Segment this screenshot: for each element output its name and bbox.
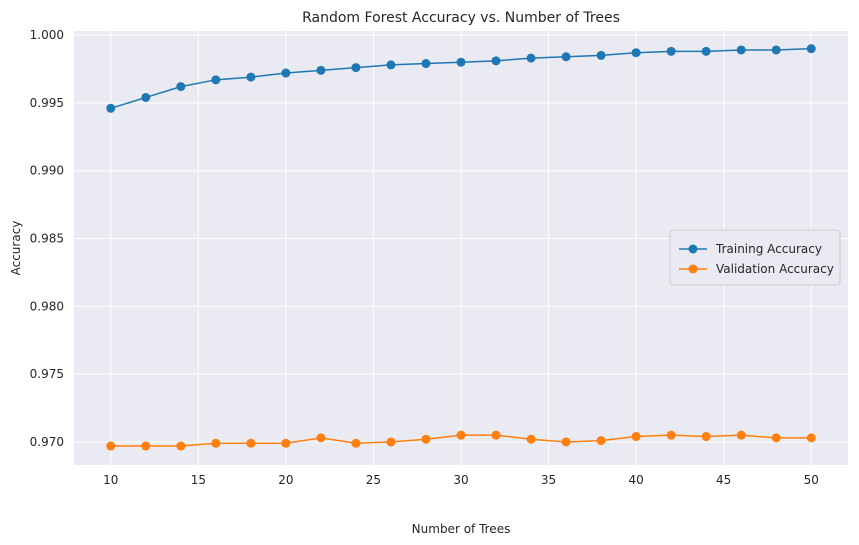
data-point	[316, 65, 326, 75]
data-point	[631, 432, 641, 442]
x-tick-label: 15	[191, 473, 206, 487]
data-point	[561, 437, 571, 447]
chart-title: Random Forest Accuracy vs. Number of Tre…	[302, 10, 620, 26]
x-tick-label: 30	[453, 473, 468, 487]
y-axis-title: Accuracy	[9, 221, 23, 276]
data-point	[456, 57, 466, 67]
data-point	[351, 438, 361, 448]
data-point	[141, 441, 151, 451]
data-point	[176, 82, 186, 92]
data-point	[421, 59, 431, 69]
data-point	[246, 72, 256, 82]
data-point	[666, 46, 676, 56]
y-tick-label: 1.000	[30, 28, 64, 42]
y-tick-label: 0.995	[30, 96, 64, 110]
data-point	[491, 430, 501, 440]
data-point	[666, 430, 676, 440]
x-tick-label: 35	[541, 473, 556, 487]
data-point	[736, 430, 746, 440]
x-axis-title: Number of Trees	[412, 522, 511, 536]
data-point	[701, 432, 711, 442]
y-tick-label: 0.975	[30, 367, 64, 381]
data-point	[106, 103, 116, 113]
data-point	[596, 50, 606, 60]
data-point	[631, 48, 641, 58]
data-point	[806, 44, 816, 54]
data-point	[106, 441, 116, 451]
data-point	[736, 45, 746, 55]
data-point	[176, 441, 186, 451]
series-training	[106, 44, 816, 113]
legend-marker	[688, 244, 698, 254]
x-tick-label: 45	[716, 473, 731, 487]
x-axis-ticks: 10 15 20 25 30 35 40 45 50	[103, 473, 819, 487]
y-tick-label: 0.985	[30, 232, 64, 246]
legend-items: Training Accuracy Validation Accuracy	[679, 242, 834, 276]
y-tick-label: 0.980	[30, 299, 64, 313]
x-tick-label: 40	[628, 473, 643, 487]
y-tick-label: 0.990	[30, 164, 64, 178]
x-tick-label: 50	[804, 473, 819, 487]
data-point	[456, 430, 466, 440]
data-point	[386, 437, 396, 447]
legend-label: Validation Accuracy	[716, 262, 834, 276]
y-tick-label: 0.970	[30, 435, 64, 449]
x-tick-label: 20	[278, 473, 293, 487]
data-point	[526, 434, 536, 444]
data-point	[771, 433, 781, 443]
data-point	[281, 68, 291, 78]
data-point	[771, 45, 781, 55]
data-point	[211, 75, 221, 85]
data-point	[246, 438, 256, 448]
x-tick-label: 10	[103, 473, 118, 487]
data-point	[596, 436, 606, 446]
legend-marker	[688, 264, 698, 274]
data-point	[351, 63, 361, 73]
data-point	[281, 438, 291, 448]
data-point	[701, 46, 711, 56]
x-tick-label: 25	[366, 473, 381, 487]
data-point	[561, 52, 571, 62]
legend: Training Accuracy Validation Accuracy	[669, 229, 841, 286]
data-point	[211, 438, 221, 448]
data-point	[491, 56, 501, 66]
data-point	[316, 433, 326, 443]
series-validation	[106, 430, 816, 451]
legend-box	[669, 229, 841, 286]
data-point	[141, 92, 151, 102]
data-point	[806, 433, 816, 443]
legend-label: Training Accuracy	[715, 242, 822, 256]
data-point	[421, 434, 431, 444]
series-layer	[106, 44, 816, 451]
y-axis-ticks: 0.970 0.975 0.980 0.985 0.990 0.995 1.000	[30, 28, 64, 449]
data-point	[526, 53, 536, 63]
data-point	[386, 60, 396, 70]
